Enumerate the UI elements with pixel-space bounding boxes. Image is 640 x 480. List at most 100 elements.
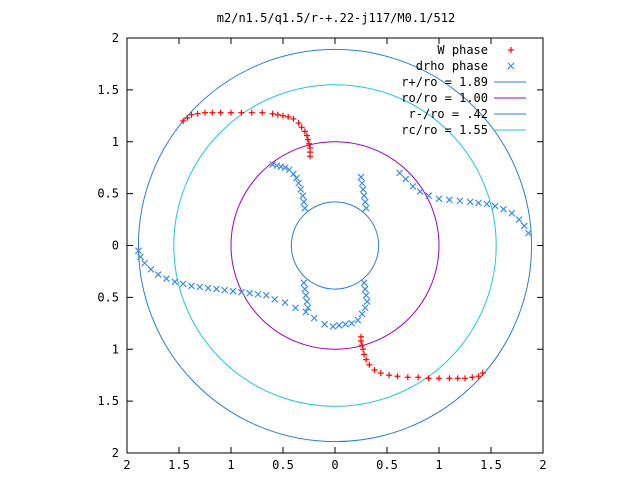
cross-b — [363, 298, 371, 305]
cross-b — [262, 291, 270, 299]
cross-b — [269, 161, 277, 168]
drho-phase-point — [297, 186, 305, 193]
cross-b — [361, 285, 369, 293]
cross-b — [137, 253, 144, 261]
drho-phase-point — [229, 287, 237, 295]
w-phase-point — [259, 109, 266, 116]
drho-phase-point — [254, 290, 262, 298]
legend: W phase drho phase r+/ro = 1.89 ro/ro = 1.0… — [401, 43, 526, 137]
x-tick-label: 2 — [539, 458, 546, 472]
legend-entry: W phase — [437, 43, 514, 57]
axis-ticks: 2 1.5 1 0.5 0 0.5 1 1.5 221.510.500.511.52 — [97, 31, 546, 472]
cross-b — [520, 222, 528, 230]
x-tick-label: 1.5 — [168, 458, 190, 472]
drho-phase-point — [515, 216, 523, 223]
drho-phase-point — [409, 182, 417, 190]
drho-phase-point — [269, 161, 277, 168]
legend-entry: drho phase — [416, 59, 515, 73]
cross-b — [409, 182, 417, 190]
drho-phase-point — [500, 205, 507, 213]
drho-phase-point — [292, 304, 299, 312]
cross-b — [396, 169, 403, 177]
w-phase-point — [479, 370, 486, 377]
drho-phase-point — [293, 174, 300, 182]
legend-label: rc/ro = 1.55 — [401, 123, 488, 137]
cross-b — [500, 205, 507, 213]
y-tick-label: 0 — [112, 239, 119, 253]
x-tick-label: 1 — [227, 458, 234, 472]
drho-phase-point — [363, 298, 371, 305]
drho-phase-point — [358, 310, 366, 318]
circle-rc-ro — [173, 84, 497, 407]
w-phase-point — [469, 374, 476, 381]
drho-phase-point — [281, 299, 289, 306]
w-phase-point — [363, 356, 370, 363]
cross-b — [295, 179, 303, 187]
drho-phase-point — [163, 275, 170, 283]
drho-phase-point — [520, 222, 528, 230]
drho-phase-point — [304, 304, 312, 312]
drho-phase-point — [141, 259, 149, 267]
drho-phase-point — [359, 186, 367, 193]
cross-b — [293, 174, 300, 182]
w-phase-point — [274, 111, 281, 118]
cross-b — [188, 282, 195, 290]
drho-phase-point — [154, 271, 162, 278]
cross-b — [154, 271, 162, 278]
drho-phase-point — [300, 279, 308, 287]
w-phase-point — [475, 373, 482, 380]
cross-b — [358, 179, 366, 187]
cross-b — [310, 314, 318, 322]
cross-b — [358, 310, 366, 318]
drho-phase-point — [295, 179, 303, 187]
w-phase-point — [359, 342, 366, 349]
drho-phase-point — [310, 314, 318, 322]
y-tick-label: 0.5 — [97, 290, 119, 304]
drho-phase-point — [508, 209, 516, 217]
legend-label: W phase — [437, 43, 488, 57]
cross-b — [360, 279, 368, 287]
y-tick-label: 1.5 — [97, 394, 119, 408]
cross-b — [361, 304, 369, 312]
cross-b — [271, 296, 279, 303]
drho-phase-point — [137, 253, 144, 261]
y-tick-label: 1 — [112, 342, 119, 356]
drho-phase-point — [273, 162, 281, 170]
drho-phase-point — [361, 285, 369, 293]
circle-r-ro — [290, 201, 380, 290]
cross-b — [292, 304, 299, 312]
cross-b — [475, 199, 482, 207]
drho-phase-point — [271, 296, 279, 303]
w-phase-point — [303, 132, 310, 139]
cross-b — [246, 289, 254, 297]
legend-entry: ro/ro = 1.00 — [401, 91, 526, 105]
drho-phase-point — [329, 323, 337, 330]
drho-phase-point — [301, 204, 309, 212]
drho-phase-point — [445, 196, 453, 204]
drho-phase-point — [491, 202, 499, 210]
w-phase-point — [446, 375, 453, 382]
legend-entry: r-/ro = .42 — [409, 107, 526, 121]
data-series — [135, 109, 532, 382]
cross-b — [435, 195, 443, 203]
drho-phase-point — [204, 284, 212, 292]
drho-phase-point — [299, 192, 307, 200]
legend-label: ro/ro = 1.00 — [401, 91, 488, 105]
drho-phase-point — [237, 288, 245, 296]
drho-phase-point — [246, 289, 254, 297]
cross-b — [341, 320, 349, 328]
cross-b — [204, 284, 212, 292]
w-phase-point — [217, 109, 224, 116]
w-phase-point — [188, 111, 195, 118]
w-phase-point — [462, 375, 468, 382]
cross-b — [300, 279, 308, 287]
w-phase-point — [377, 370, 384, 377]
cross-b — [141, 259, 149, 267]
w-phase-point — [194, 110, 201, 117]
w-phase-point — [180, 118, 187, 124]
drho-phase-point — [196, 283, 204, 291]
legend-label: r-/ro = .42 — [409, 107, 488, 121]
drho-phase-point — [456, 197, 464, 205]
chart-title: m2/n1.5/q1.5/r-+.22-j117/M0.1/512 — [217, 11, 455, 25]
drho-phase-point — [303, 298, 311, 305]
